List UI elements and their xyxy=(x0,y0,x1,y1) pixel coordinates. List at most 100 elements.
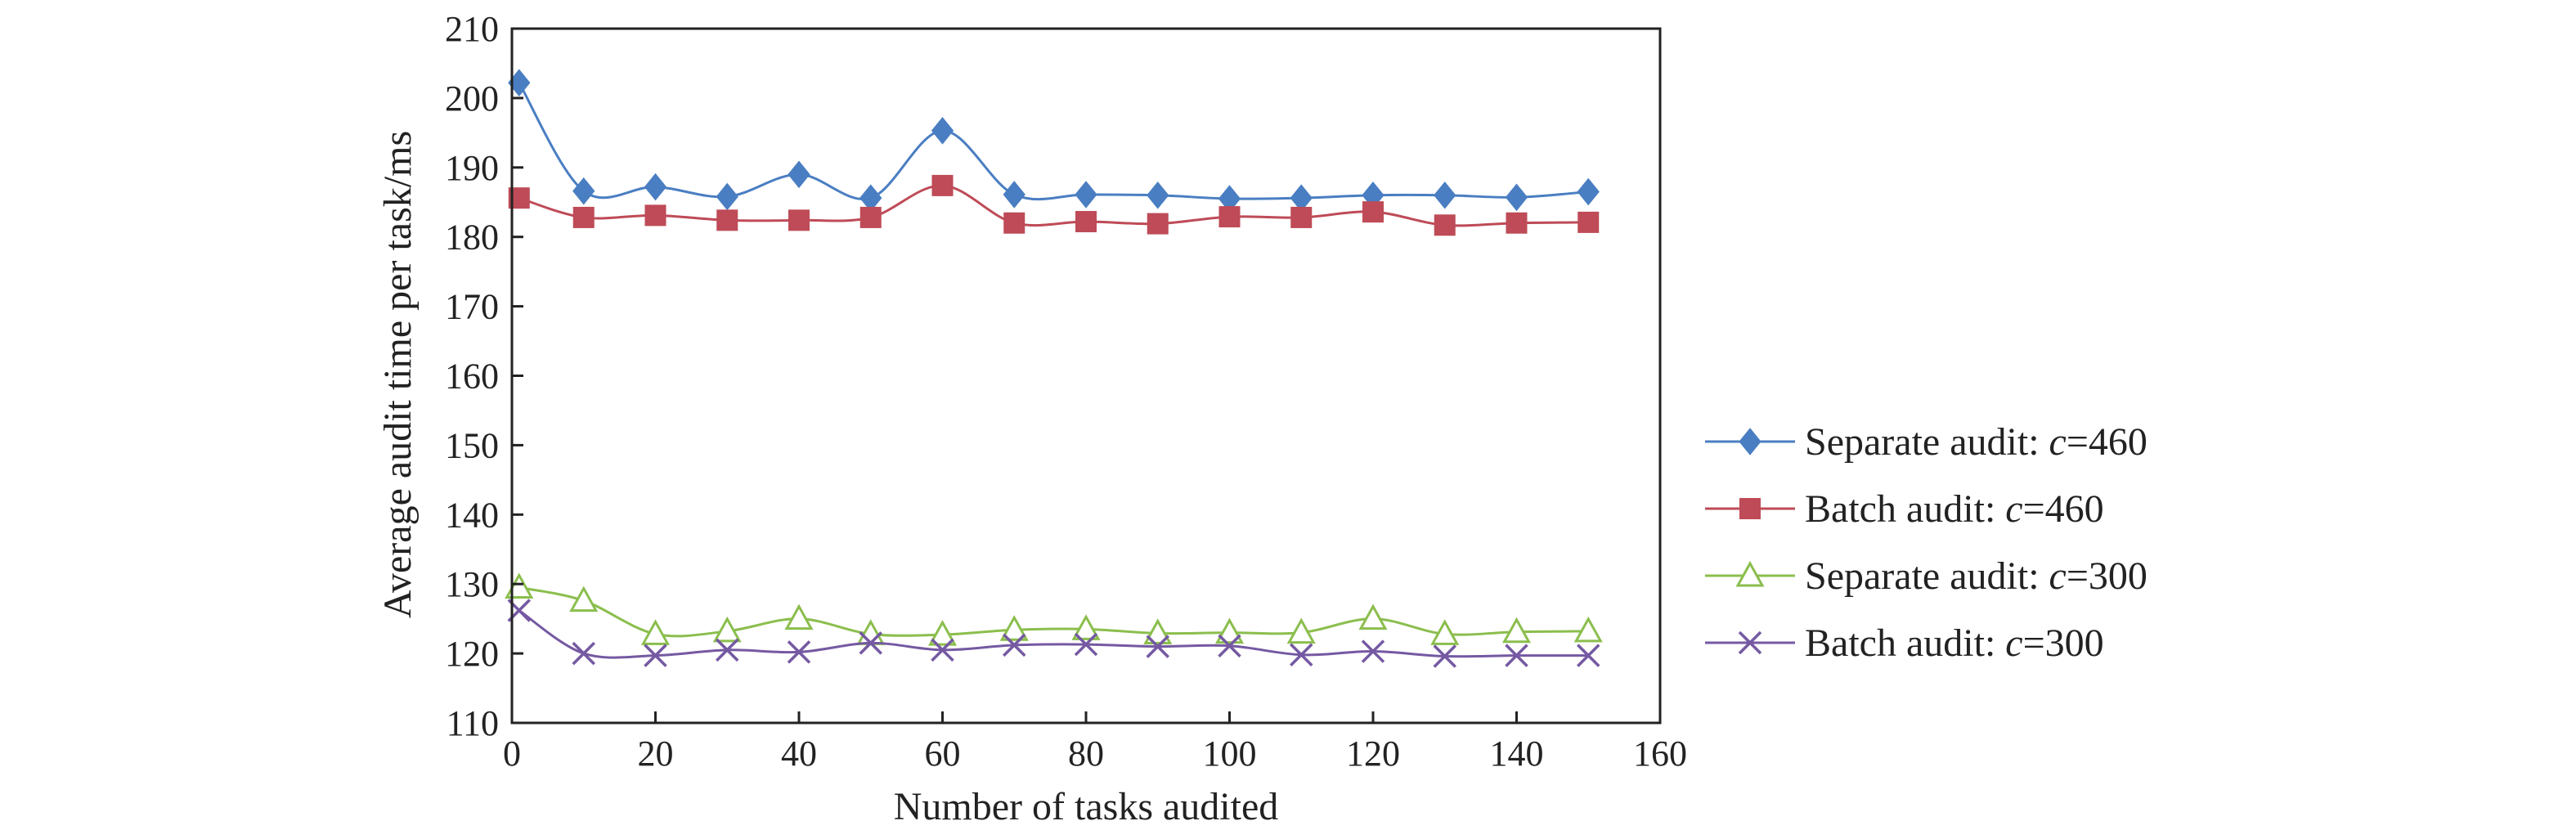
data-point xyxy=(640,619,671,645)
data-point xyxy=(931,117,954,145)
data-point xyxy=(1214,617,1245,644)
data-point xyxy=(1505,644,1528,667)
data-point xyxy=(1218,206,1241,228)
y-tick-label: 160 xyxy=(445,357,499,397)
legend-label-suffix: =300 xyxy=(2023,621,2104,665)
y-tick-label: 150 xyxy=(445,425,499,465)
data-point xyxy=(1147,181,1169,209)
x-tick-label: 20 xyxy=(638,734,674,774)
legend-label-suffix: =300 xyxy=(2067,554,2147,598)
data-point xyxy=(788,209,810,231)
legend-label-suffix: =460 xyxy=(2067,420,2147,464)
legend-item: Separate audit: c=460 xyxy=(1705,420,2147,464)
x-tick-label: 100 xyxy=(1203,734,1257,774)
data-point xyxy=(1286,617,1316,644)
data-point xyxy=(1003,181,1025,209)
data-point xyxy=(1146,635,1169,658)
data-point xyxy=(716,638,739,662)
legend-marker xyxy=(1739,428,1761,455)
data-point xyxy=(999,615,1029,641)
data-point xyxy=(572,177,595,205)
x-tick-label: 40 xyxy=(781,734,817,774)
data-point xyxy=(1573,616,1603,643)
y-axis: 110 120 130 140 150 160 170 180 190 200 210 xyxy=(445,9,523,743)
data-point xyxy=(1143,618,1173,644)
data-point xyxy=(644,173,667,201)
legend-marker xyxy=(1735,560,1765,587)
data-point xyxy=(1501,617,1532,644)
legend-label: Separate audit: c=460 xyxy=(1805,420,2147,464)
y-tick-label: 170 xyxy=(445,287,499,327)
data-point xyxy=(1577,177,1600,206)
x-tick-label: 80 xyxy=(1068,734,1104,774)
data-point xyxy=(1074,632,1098,657)
data-point xyxy=(788,160,810,189)
data-point xyxy=(569,586,599,612)
series-line xyxy=(518,184,1589,227)
legend-label: Separate audit: c=300 xyxy=(1805,554,2147,598)
legend-item: Batch audit: c=300 xyxy=(1705,621,2104,665)
data-point xyxy=(1577,211,1600,233)
data-point xyxy=(1290,643,1313,667)
x-tick-label: 160 xyxy=(1633,734,1687,774)
series-3 xyxy=(505,572,1603,646)
data-point xyxy=(572,641,595,666)
data-point xyxy=(859,631,882,655)
x-tick-label: 60 xyxy=(925,734,961,774)
y-tick-label: 190 xyxy=(445,148,499,188)
y-tick-label: 200 xyxy=(445,79,499,119)
y-tick-label: 140 xyxy=(445,495,499,535)
legend-marker xyxy=(1738,630,1762,655)
y-tick-label: 180 xyxy=(445,218,499,258)
data-point xyxy=(572,206,595,228)
data-point xyxy=(931,638,954,662)
data-point xyxy=(1075,181,1097,209)
y-axis-title: Average audit time per task/ms xyxy=(376,131,420,618)
data-point xyxy=(1434,181,1456,209)
data-point xyxy=(1433,644,1456,668)
x-tick-label: 120 xyxy=(1346,734,1400,774)
data-point xyxy=(1075,211,1097,233)
data-point xyxy=(1362,201,1384,223)
data-point xyxy=(1358,603,1388,630)
x-tick-label: 0 xyxy=(503,734,521,774)
legend-label-var: c xyxy=(2049,554,2067,598)
data-point xyxy=(644,644,667,667)
data-point xyxy=(859,206,882,228)
legend-item: Separate audit: c=300 xyxy=(1705,554,2147,598)
data-point xyxy=(1218,634,1241,657)
series-2 xyxy=(508,174,1600,236)
legend-label-prefix: Separate audit: xyxy=(1805,420,2049,464)
data-point xyxy=(1577,644,1600,667)
data-point xyxy=(1434,214,1456,236)
data-point xyxy=(1003,633,1026,657)
y-tick-label: 120 xyxy=(445,634,499,674)
data-point xyxy=(1290,206,1313,228)
data-point xyxy=(716,209,738,231)
data-point xyxy=(1003,212,1025,234)
legend-label-prefix: Batch audit: xyxy=(1805,487,2005,531)
legend-label: Batch audit: c=300 xyxy=(1805,621,2104,665)
series-layer xyxy=(505,69,1603,668)
legend-item: Batch audit: c=460 xyxy=(1705,487,2104,531)
data-point xyxy=(787,640,811,664)
x-axis-title: Number of tasks audited xyxy=(894,785,1279,828)
legend-label-var: c xyxy=(2049,420,2067,464)
legend-label-prefix: Separate audit: xyxy=(1805,554,2049,598)
series-1 xyxy=(508,69,1600,213)
legend-label-var: c xyxy=(2005,621,2022,665)
x-tick-label: 140 xyxy=(1490,734,1544,774)
data-point xyxy=(931,174,954,196)
legend-label-suffix: =460 xyxy=(2023,487,2104,531)
data-point xyxy=(1147,213,1169,235)
y-tick-label: 110 xyxy=(447,703,499,743)
data-point xyxy=(1506,212,1528,234)
y-tick-label: 130 xyxy=(445,564,499,604)
data-point xyxy=(1071,614,1101,640)
data-point xyxy=(712,616,742,643)
data-point xyxy=(644,204,666,227)
y-tick-label: 210 xyxy=(445,9,499,49)
legend-label: Batch audit: c=460 xyxy=(1805,487,2104,531)
